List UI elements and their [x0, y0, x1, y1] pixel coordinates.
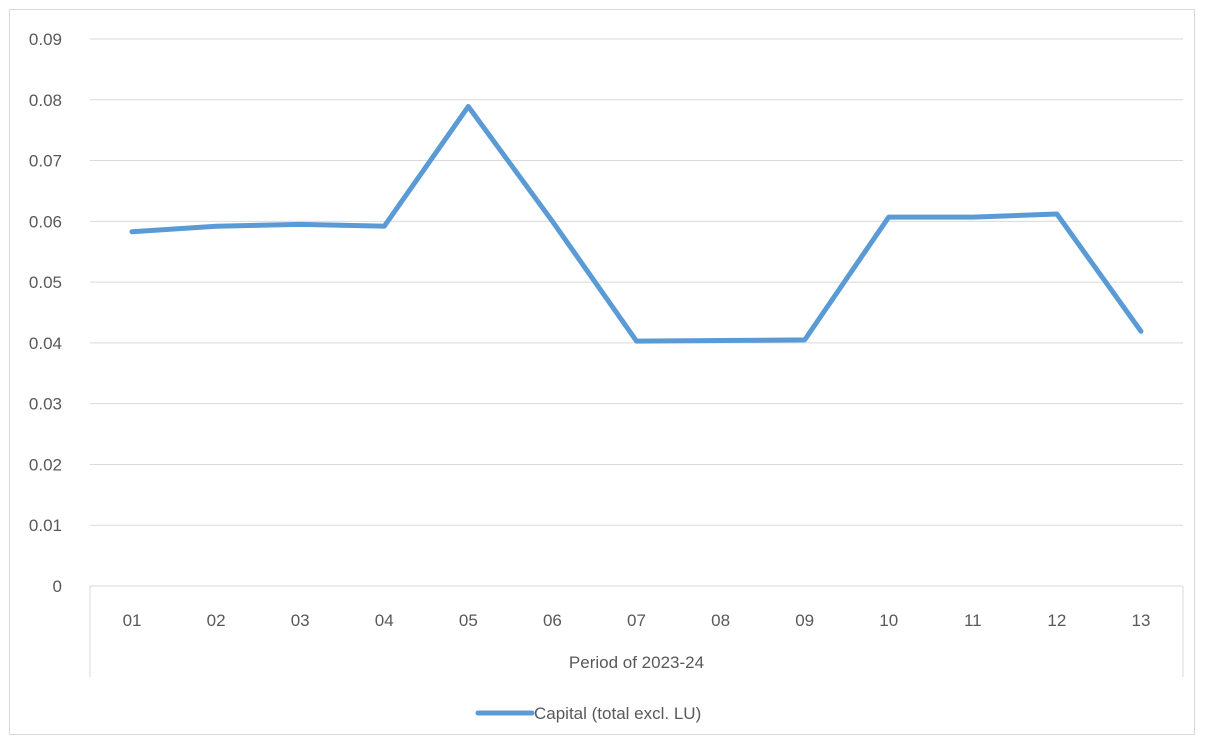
x-tick-label: 01 [123, 611, 142, 630]
y-tick-label: 0.09 [29, 30, 62, 49]
y-tick-label: 0.02 [29, 455, 62, 474]
x-tick-label: 11 [964, 611, 982, 630]
data-point [888, 217, 889, 218]
data-point [720, 340, 721, 341]
x-tick-label: 02 [207, 611, 226, 630]
x-axis: 01 02 03 04 05 06 07 08 09 10 11 12 13 [89, 586, 1184, 677]
x-tick-label: 12 [1047, 611, 1066, 630]
y-axis: 0 0.01 0.02 0.03 0.04 0.05 0.06 0.07 0.08 0.09 [29, 30, 62, 596]
data-point [972, 217, 973, 218]
legend: Capital (total excl. LU) [475, 704, 701, 723]
x-tick-label: 05 [459, 611, 478, 630]
data-point [636, 341, 637, 342]
x-tick-label: 13 [1132, 611, 1151, 630]
gridlines [90, 38, 1183, 587]
data-point [216, 226, 217, 227]
data-point [384, 226, 385, 227]
data-point [1056, 214, 1057, 215]
data-point [300, 224, 301, 225]
data-point [1140, 331, 1141, 332]
y-tick-label: 0.05 [29, 273, 62, 292]
x-tick-label: 08 [711, 611, 730, 630]
y-tick-label: 0.08 [29, 91, 62, 110]
data-point [804, 339, 805, 340]
x-axis-title: Period of 2023-24 [569, 653, 704, 672]
chart-frame [9, 9, 1195, 735]
x-tick-label: 04 [375, 611, 394, 630]
y-tick-label: 0.01 [29, 516, 62, 535]
data-point [468, 106, 469, 107]
legend-label: Capital (total excl. LU) [534, 704, 701, 723]
x-tick-label: 03 [291, 611, 310, 630]
y-tick-label: 0.04 [29, 334, 62, 353]
x-tick-label: 07 [627, 611, 646, 630]
x-tick-label: 09 [795, 611, 814, 630]
series-line [129, 104, 1144, 344]
x-tick-label: 10 [879, 611, 898, 630]
y-tick-label: 0 [53, 577, 62, 596]
y-tick-label: 0.07 [29, 152, 62, 171]
y-tick-label: 0.06 [29, 212, 62, 231]
y-tick-label: 0.03 [29, 395, 62, 414]
series-layer [129, 104, 1144, 344]
data-point [552, 221, 553, 222]
x-tick-label: 06 [543, 611, 562, 630]
data-point [132, 231, 133, 232]
